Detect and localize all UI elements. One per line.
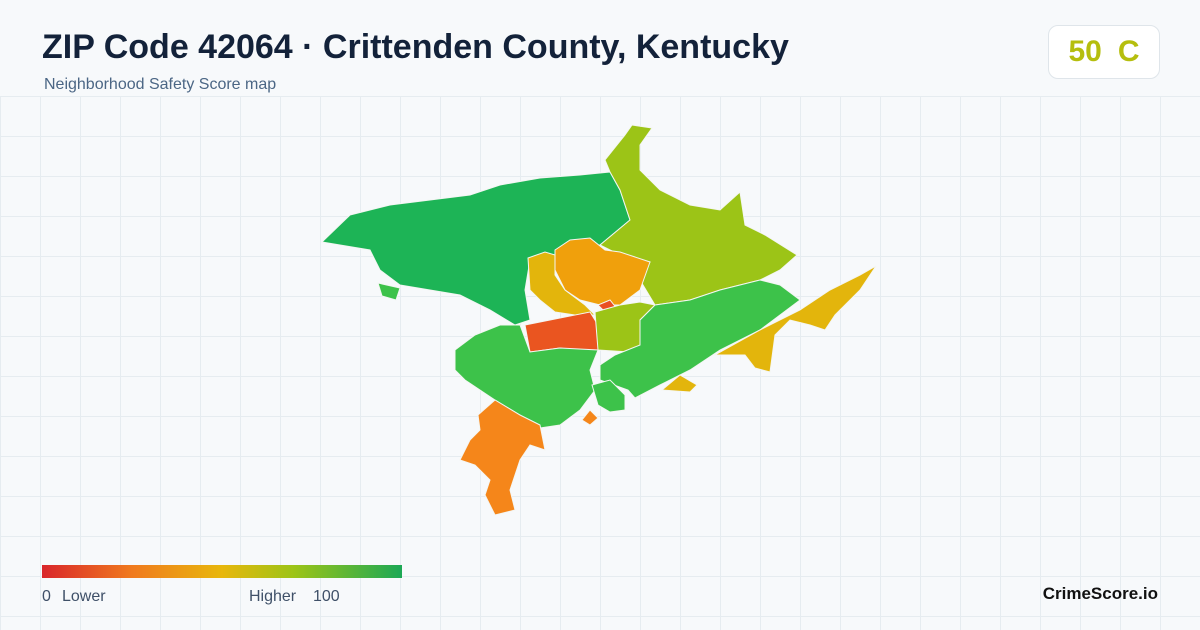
legend-min: 0 (42, 588, 51, 605)
legend-max: 100 (313, 588, 340, 605)
region (581, 409, 599, 426)
region (459, 399, 546, 516)
score-grade: C (1117, 35, 1140, 68)
region (454, 324, 599, 429)
region (713, 265, 877, 373)
score-badge: 50 C (1048, 25, 1160, 79)
region (377, 282, 401, 301)
score-value: 50 (1068, 35, 1102, 68)
legend-max-label: Higher (249, 588, 297, 605)
title: ZIP Code 42064 · Crittenden County, Kent… (42, 28, 789, 66)
region (591, 379, 626, 413)
region (527, 251, 597, 316)
region (524, 311, 599, 353)
header (0, 0, 1200, 97)
region (660, 374, 698, 393)
legend-min-label: Lower (62, 588, 106, 605)
subtitle: Neighborhood Safety Score map (44, 76, 277, 93)
brand: CrimeScore.io (1042, 584, 1158, 603)
legend-gradient (42, 565, 402, 578)
region (599, 279, 801, 399)
